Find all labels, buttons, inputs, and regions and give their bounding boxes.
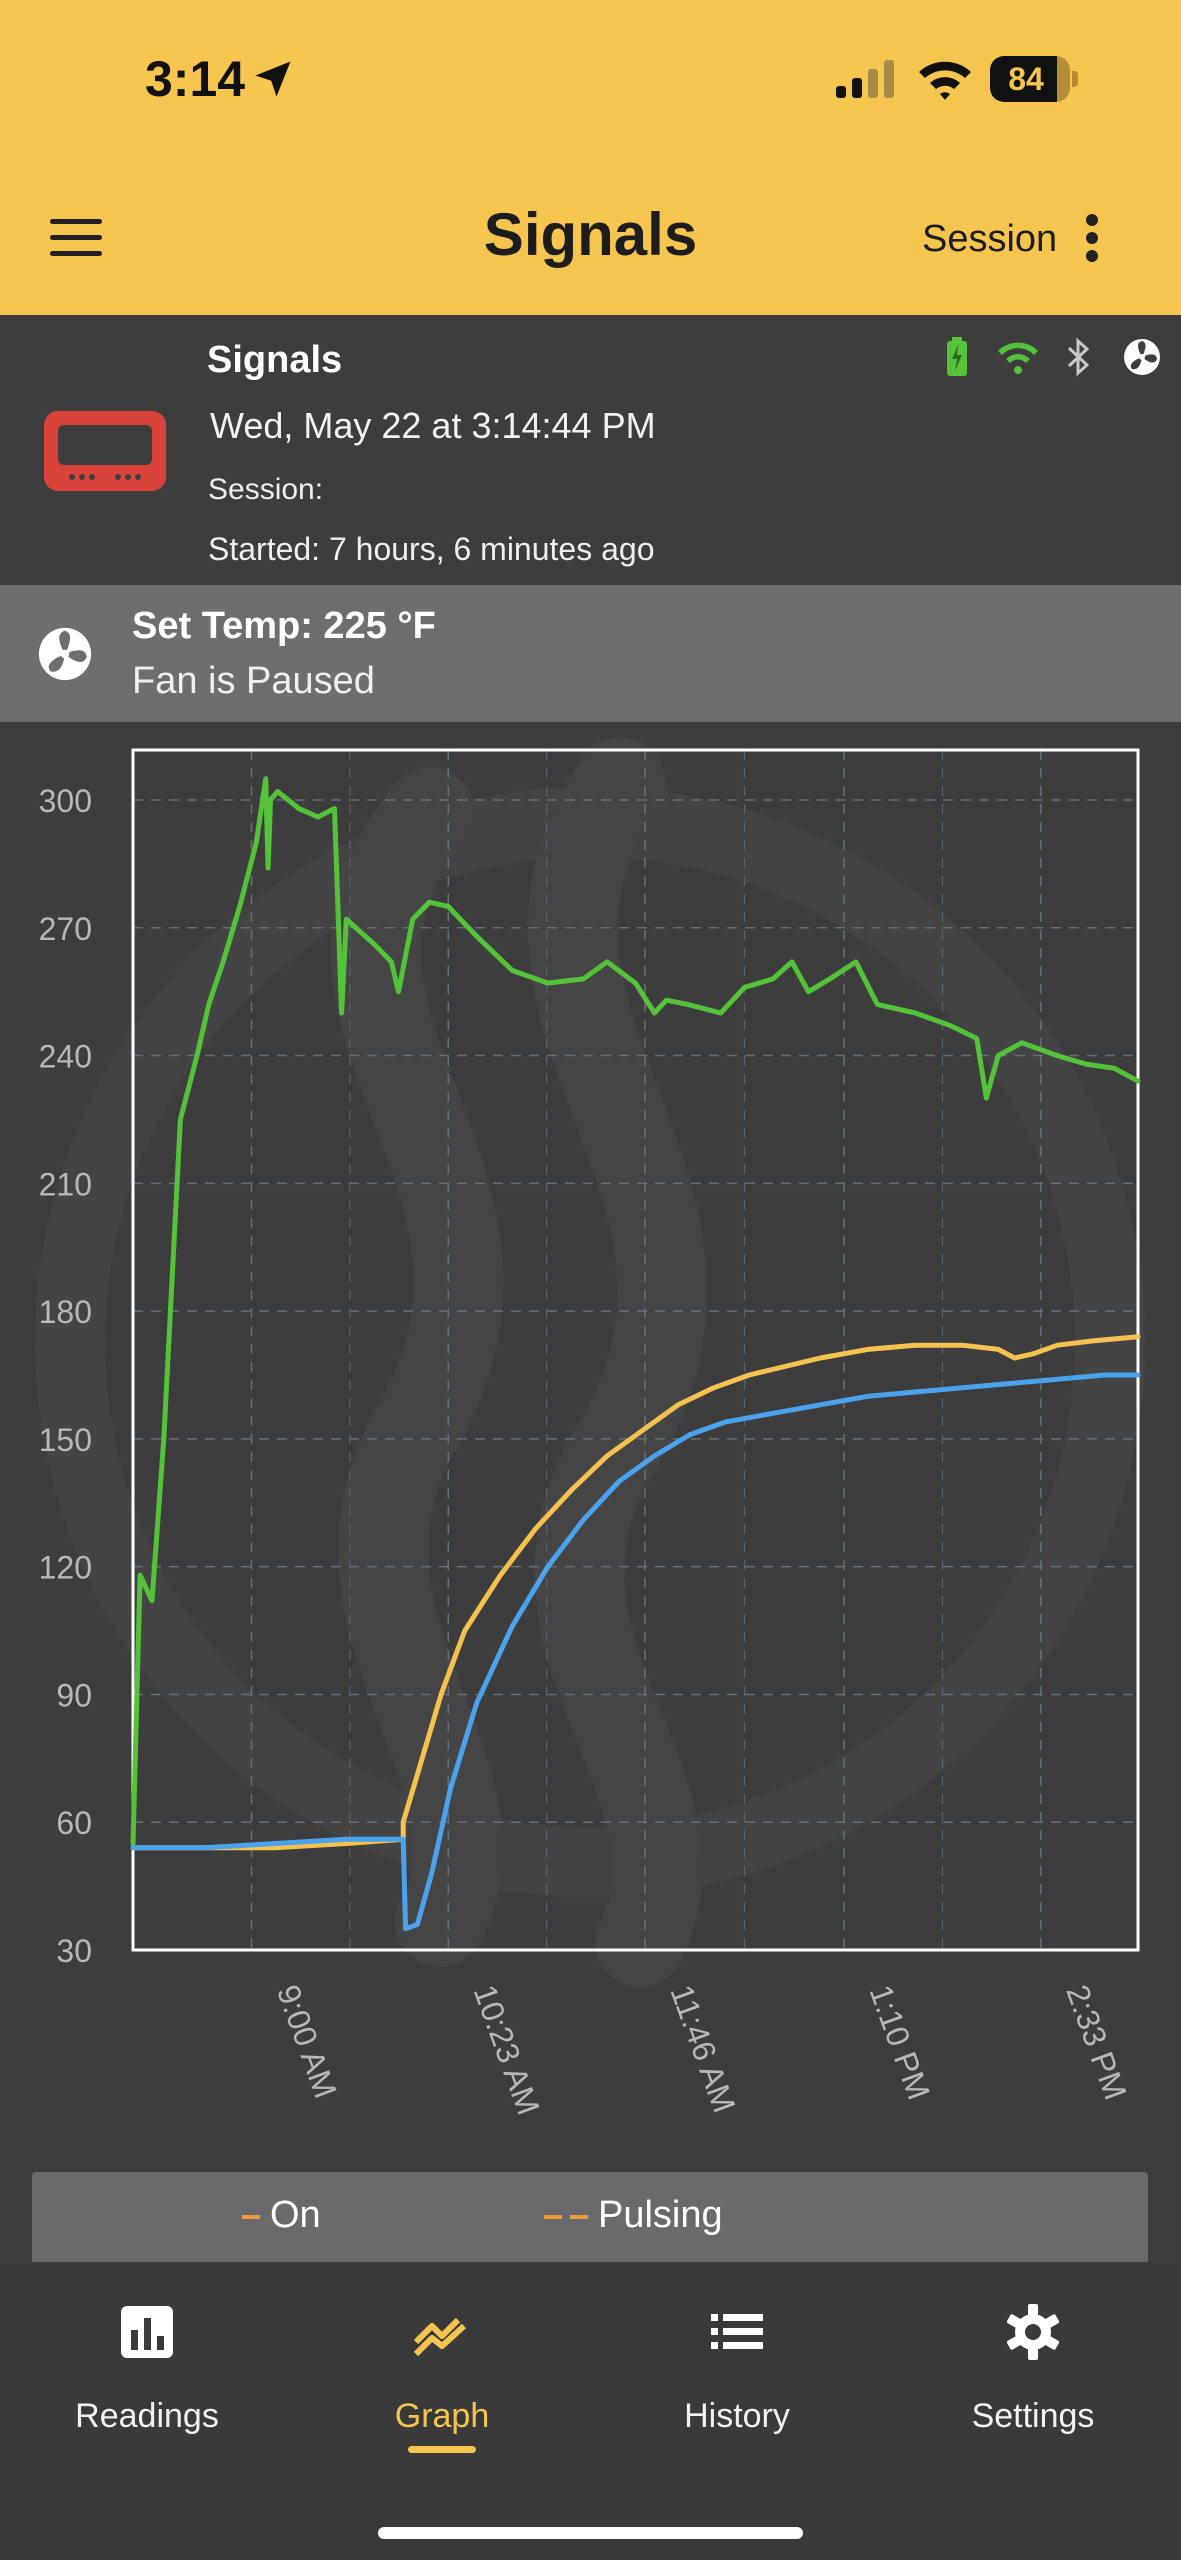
cellular-signal-icon [836,60,894,98]
nav-graph-label: Graph [394,2397,490,2435]
chart-grid [131,748,1140,1952]
watermark-flame-left [331,767,504,1967]
nav-readings[interactable]: Readings [27,2302,267,2436]
active-tab-indicator [408,2446,476,2453]
fan-status: Fan is Paused [132,660,375,702]
legend-pulsing-marker-2 [570,2214,588,2219]
y-tick-label: 60 [56,1805,92,1841]
location-arrow-icon [255,61,291,97]
y-axis-ticks: 300 270 240 210 180 150 120 90 60 30 [39,783,92,1969]
x-tick-label: 11:46 AM [663,1980,742,2117]
y-tick-label: 240 [39,1039,92,1075]
y-tick-label: 120 [39,1550,92,1586]
x-tick-label: 10:23 AM [467,1980,547,2119]
gear-icon [1006,2304,1060,2360]
battery-charging-icon [947,337,967,376]
legend-pulsing-label: Pulsing [598,2194,723,2236]
plot-frame [131,748,1140,1952]
legend-on-marker [242,2214,260,2219]
y-tick-label: 90 [56,1677,92,1713]
device-session: Session: [208,473,324,506]
x-tick-label: 9:00 AM [270,1980,344,2103]
legend-on-label: On [270,2194,321,2236]
more-options-icon[interactable] [1084,214,1100,264]
y-tick-label: 180 [39,1294,92,1330]
trend-line-icon [413,2317,467,2357]
hamburger-menu-icon[interactable] [50,219,102,257]
nav-readings-label: Readings [75,2397,219,2435]
app-header: 3:14 84 Signals Session [0,0,1181,315]
legend-pulsing: Pulsing [544,2194,723,2237]
legend-pulsing-marker-1 [544,2214,562,2219]
x-tick-label: 1:10 PM [863,1980,938,2104]
device-date: Wed, May 22 at 3:14:44 PM [210,405,656,446]
chart-series [130,776,1141,1932]
thermometer-device-icon[interactable] [44,411,166,491]
series-line-3 [130,1372,1141,1932]
chart-svg: 300 270 240 210 180 150 120 90 60 30 9:00 AM 10:23… [35,737,1145,2119]
nav-history[interactable]: History [617,2302,857,2436]
wifi-status-icon [919,61,971,100]
set-temp-bar[interactable]: Set Temp: 225 °F Fan is Paused [0,585,1181,722]
watermark-flame-right [527,737,708,1987]
battery-fill [990,56,1058,102]
y-tick-label: 30 [56,1933,92,1969]
bar-chart-icon [121,2306,173,2358]
device-started: Started: 7 hours, 6 minutes ago [208,531,655,567]
battery-cap [1072,71,1078,87]
y-tick-label: 150 [39,1422,92,1458]
temperature-chart[interactable]: 300 270 240 210 180 150 120 90 60 30 9:00 AM 10:23… [0,722,1181,2162]
y-tick-label: 210 [39,1166,92,1202]
legend-on: On [242,2194,321,2237]
nav-history-label: History [684,2397,790,2435]
status-time: 3:14 [145,51,246,107]
series-line-1 [130,776,1141,1846]
set-temp-label: Set Temp: 225 °F [132,605,436,647]
wifi-icon [998,342,1038,374]
list-icon [711,2314,763,2349]
x-axis-ticks: 9:00 AM 10:23 AM 11:46 AM 1:10 PM 2:33 PM [270,1980,1134,2119]
y-tick-label: 270 [39,911,92,947]
y-tick-label: 300 [39,783,92,819]
nav-settings-label: Settings [971,2397,1095,2435]
battery-body: 84 [990,56,1070,102]
fan-icon [38,627,92,681]
series-line-2 [130,1334,1141,1851]
home-indicator [378,2527,803,2539]
x-tick-label: 2:33 PM [1059,1980,1134,2104]
session-button[interactable]: Session [922,218,1058,260]
device-name: Signals [207,339,343,381]
battery-indicator: 84 [990,56,1078,102]
device-panel: Signals Wed, May 22 at 3:14:44 PM Sessio… [0,315,1181,585]
bluetooth-icon [1067,337,1090,377]
fan-icon [1124,339,1160,375]
page-title: Signals [483,201,698,268]
nav-graph[interactable]: Graph [322,2302,562,2436]
bottom-navigation: Readings Graph History Settings [0,2262,1181,2560]
nav-settings[interactable]: Settings [913,2302,1153,2436]
battery-percent: 84 [1008,61,1044,97]
chart-legend: On Pulsing [32,2172,1148,2262]
